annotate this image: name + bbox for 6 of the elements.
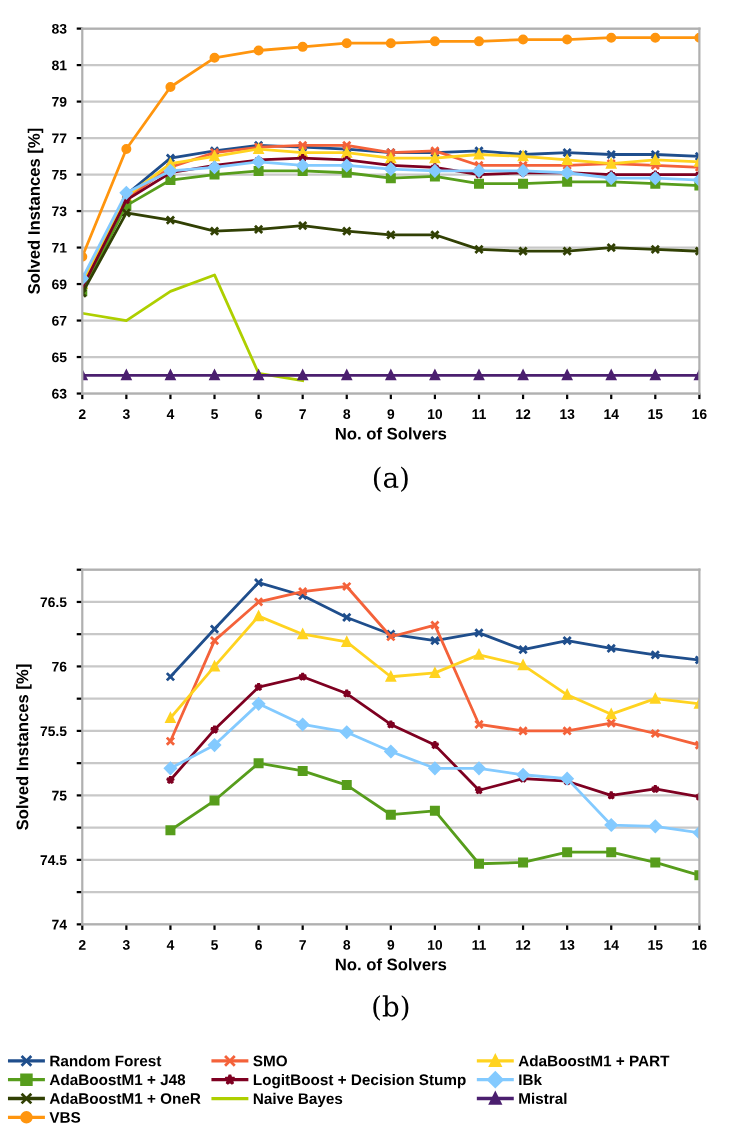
y-axis-title: Solved Instances [%] bbox=[16, 664, 32, 830]
text: (b) bbox=[373, 995, 409, 1021]
text: (a) bbox=[373, 466, 408, 492]
x-axis-title: No. of Solvers bbox=[335, 427, 447, 440]
y-axis-title: Solved Instances [%] bbox=[27, 128, 44, 294]
x-axis-title: No. of Solvers bbox=[335, 958, 447, 971]
